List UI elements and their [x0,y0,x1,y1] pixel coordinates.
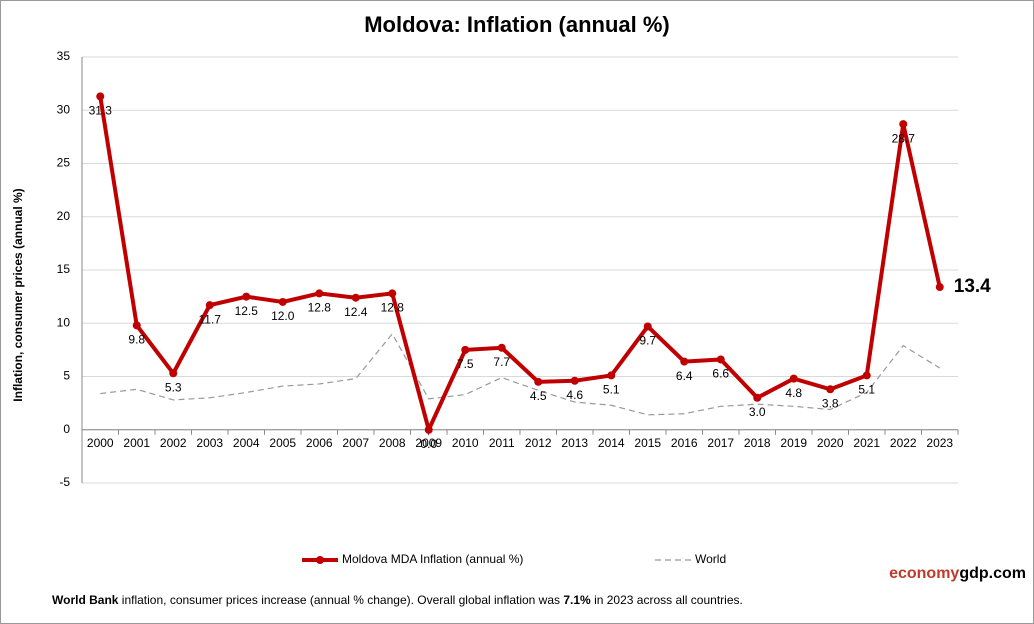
value-label: 12.8 [308,301,332,315]
legend-label: Moldova MDA Inflation (annual %) [342,552,523,566]
marker [315,289,324,298]
value-label: 12.4 [344,305,368,319]
marker [132,321,141,330]
brand: economygdp.com [889,565,1026,582]
marker [424,425,433,434]
y-axis-label: Inflation, consumer prices (annual %) [11,188,25,401]
legend-marker [316,556,324,564]
y-tick-label: 10 [57,315,71,329]
x-tick-label: 2017 [707,436,734,450]
x-tick-label: 2023 [926,436,953,450]
x-tick-label: 2012 [525,436,552,450]
y-tick-label: 15 [57,262,71,276]
marker [461,345,470,354]
y-tick-label: 35 [57,49,71,63]
x-tick-label: 2000 [87,436,114,450]
x-tick-label: 2002 [160,436,187,450]
y-tick-label: -5 [59,475,70,489]
x-tick-label: 2007 [342,436,369,450]
value-label: 4.6 [566,388,583,402]
series-line [98,96,942,436]
marker [643,322,652,331]
value-label: 12.8 [381,301,405,315]
x-tick-label: 2011 [489,436,515,450]
value-label: 6.6 [712,367,729,381]
value-label: 4.5 [530,389,547,403]
value-label: 3.0 [749,405,766,419]
marker [278,297,287,306]
y-tick-label: 30 [57,102,71,116]
marker [96,92,105,101]
x-tick-label: 2018 [744,436,771,450]
value-label: 9.7 [639,334,656,348]
x-tick-label: 2001 [123,436,150,450]
value-label: 28.7 [892,131,916,145]
x-tick-label: 2003 [196,436,223,450]
value-label: 7.7 [493,355,510,369]
marker [680,357,689,366]
marker [205,301,214,310]
marker [607,371,616,380]
x-tick-label: 2010 [452,436,479,450]
value-label: 6.4 [676,369,693,383]
brand-part: gdp.com [959,565,1026,582]
value-label: 31.3 [89,104,113,118]
value-label: 12.0 [271,309,295,323]
value-label: 5.3 [165,380,182,394]
value-label: 3.8 [822,396,839,410]
x-tick-label: 2013 [561,436,588,450]
footer: World Bank inflation, consumer prices in… [52,593,743,607]
x-tick-label: 2014 [598,436,625,450]
footer-text: inflation, consumer prices increase (ann… [122,593,560,607]
marker [753,393,762,402]
footer-text: in 2023 across all countries. [594,593,743,607]
marker [497,343,506,352]
x-tick-label: 2015 [634,436,661,450]
legend-label: World [695,552,726,566]
x-tick-label: 2009 [415,436,442,450]
value-label: 13.4 [954,276,991,297]
marker [862,371,871,380]
world-line [100,332,941,416]
value-label: 5.1 [858,383,875,397]
x-tick-label: 2022 [890,436,917,450]
x-tick-label: 2021 [853,436,880,450]
chart-title: Moldova: Inflation (annual %) [364,12,670,37]
y-tick-label: 20 [57,209,71,223]
footer-highlight: 7.1% [563,593,591,607]
y-tick-label: 25 [57,156,71,170]
marker [169,369,178,378]
x-tick-label: 2004 [233,436,260,450]
marker [534,377,543,386]
marker [826,385,835,394]
x-tick-label: 2005 [269,436,296,450]
marker [716,355,725,364]
marker [899,120,908,129]
value-label: 0.0 [420,437,437,451]
value-label: 9.8 [128,333,145,347]
brand-part: economy [889,565,959,582]
x-tick-label: 2006 [306,436,333,450]
marker [570,376,579,385]
marker [388,289,397,298]
value-label: 4.8 [785,386,802,400]
y-tick-label: 0 [63,422,70,436]
x-tick-label: 2008 [379,436,406,450]
marker [242,292,251,301]
x-tick-label: 2020 [817,436,844,450]
marker [789,374,798,383]
x-tick-label: 2019 [780,436,807,450]
marker [351,293,360,302]
value-label: 7.5 [457,357,474,371]
value-label: 5.1 [603,383,620,397]
value-label: 12.5 [235,304,259,318]
footer-source: World Bank [52,593,119,607]
x-tick-label: 2016 [671,436,698,450]
value-label: 11.7 [199,312,222,326]
y-tick-label: 5 [63,369,70,383]
marker [935,283,944,292]
